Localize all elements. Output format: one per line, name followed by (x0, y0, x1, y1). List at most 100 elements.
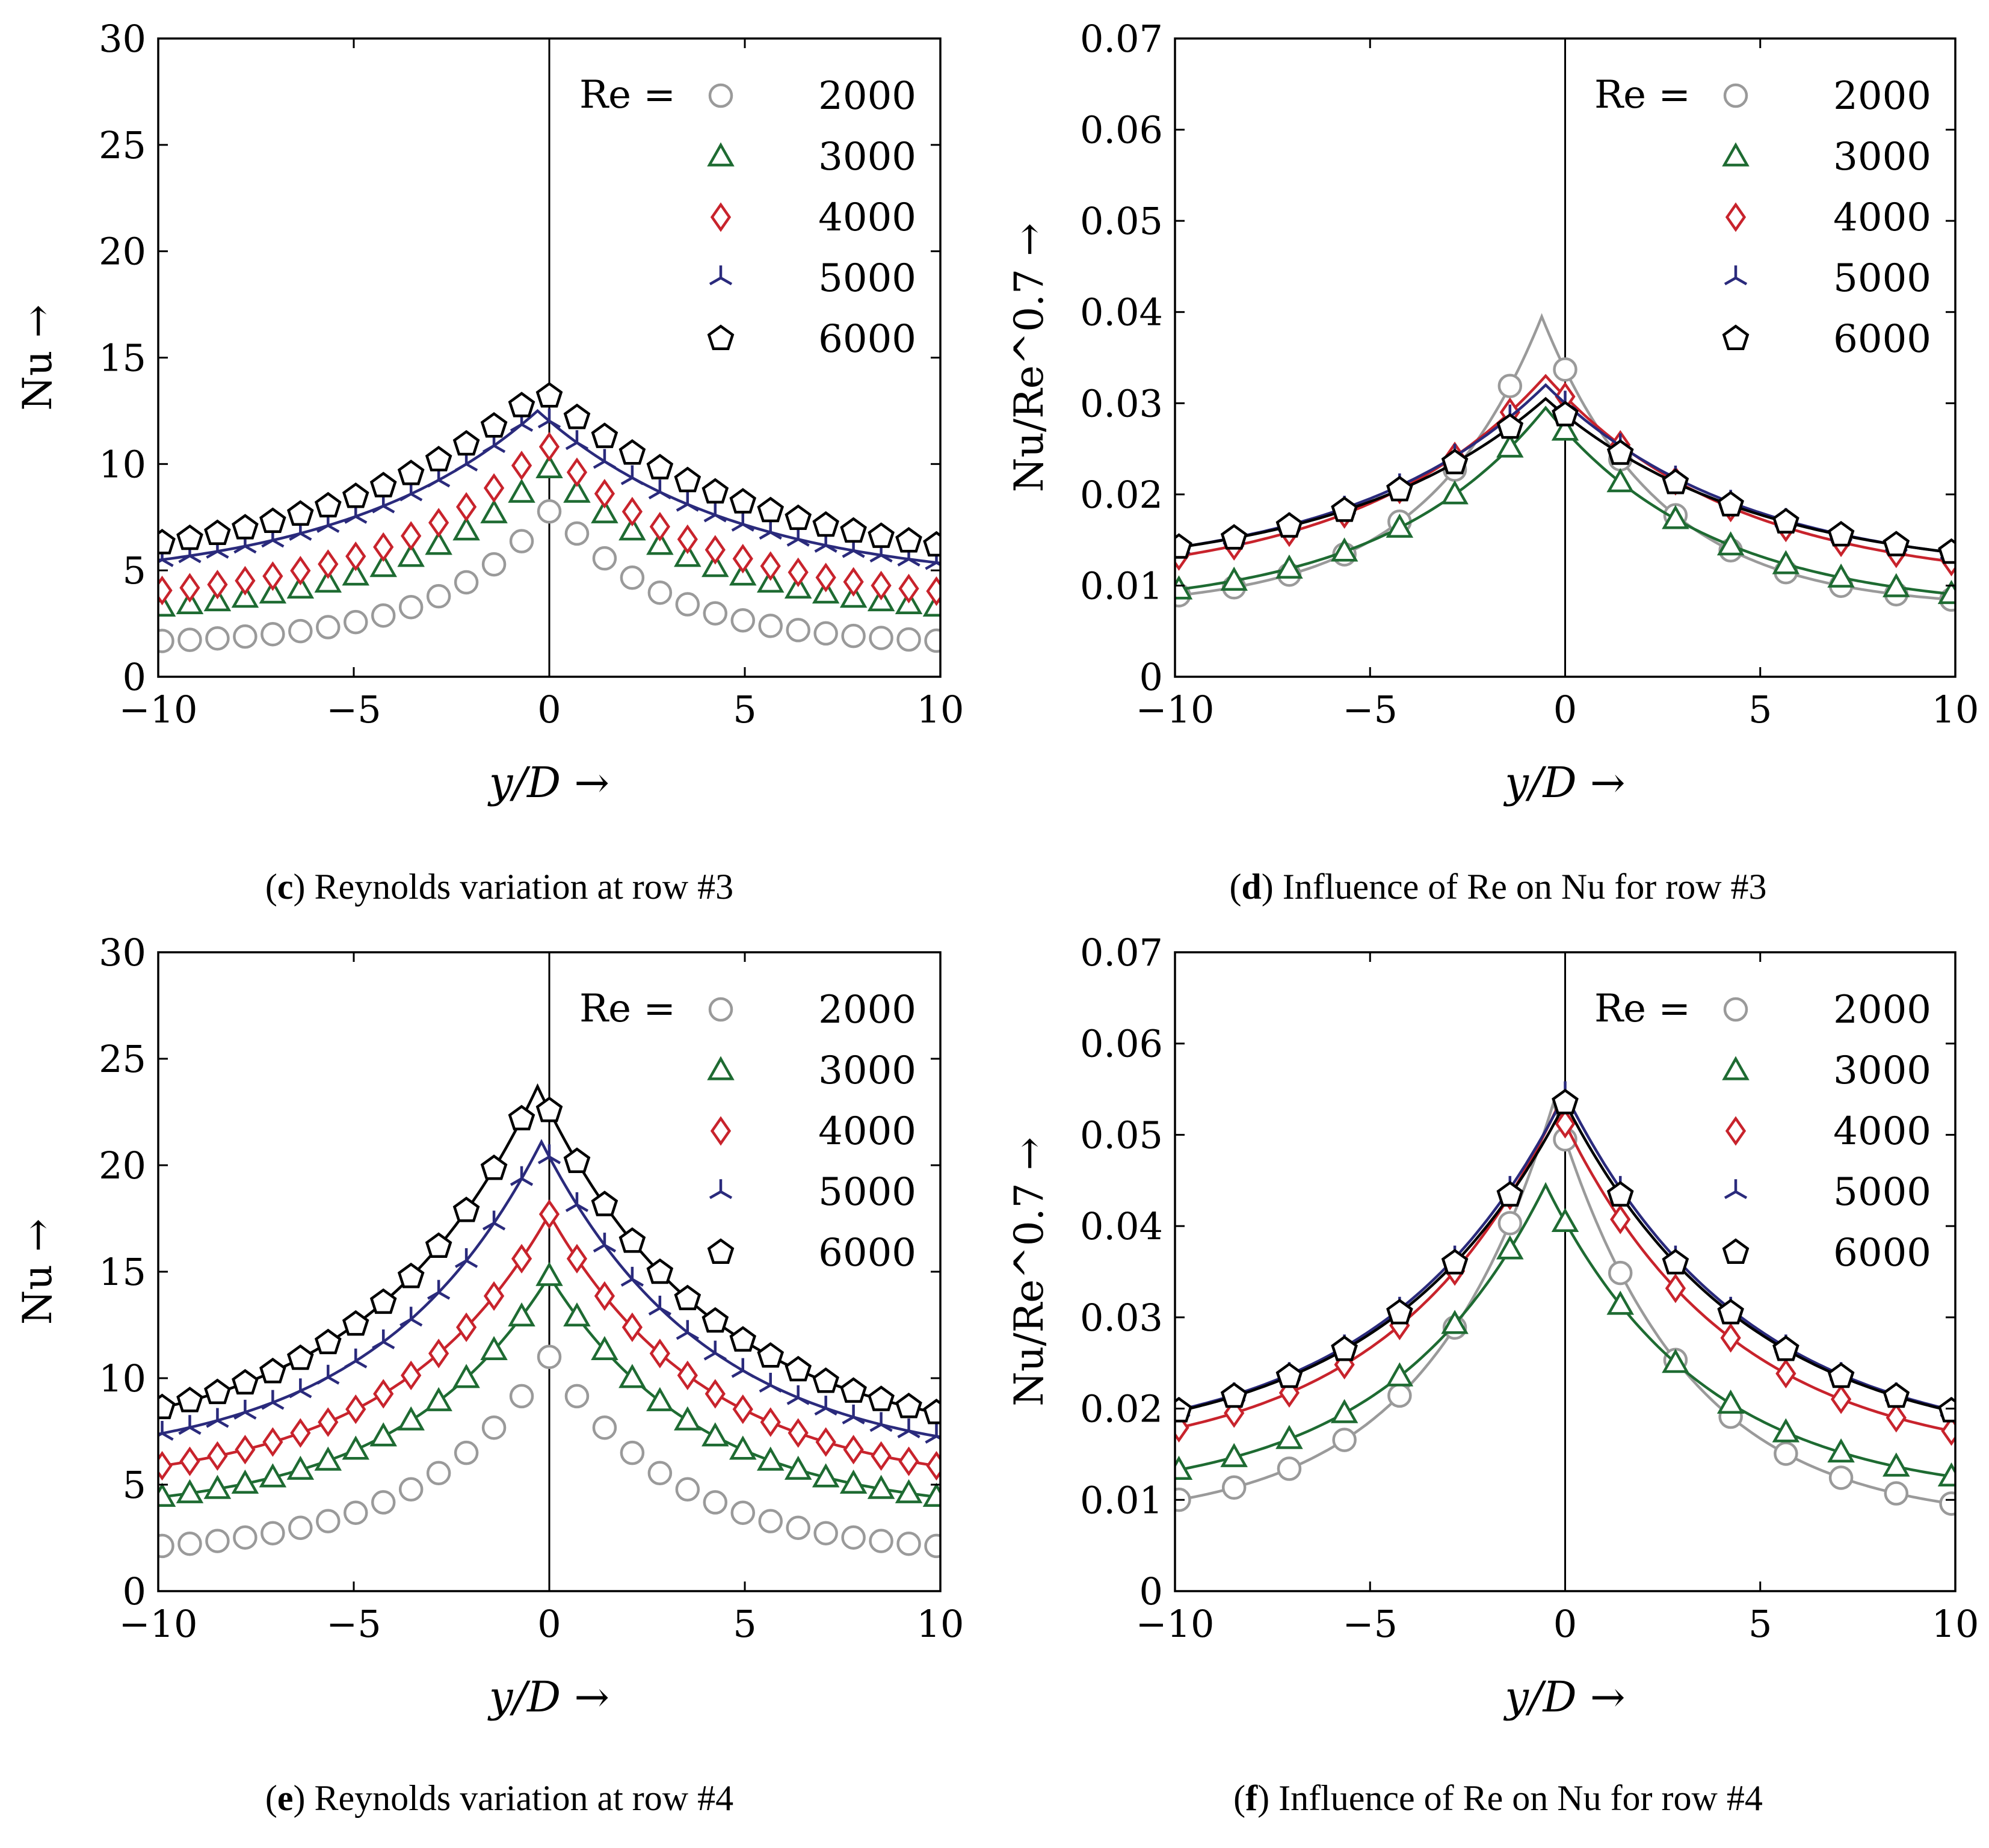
caption-text: Influence of Re on Nu for row #4 (1269, 1778, 1763, 1818)
data-point-re-4000 (538, 431, 560, 462)
data-point-re-2000 (1884, 1481, 1909, 1506)
data-point-re-5000 (731, 511, 754, 532)
data-point-re-6000 (729, 1326, 757, 1352)
data-point-re-6000 (1662, 468, 1689, 494)
y-tick-label: 0.06 (1080, 108, 1163, 152)
data-point-re-3000 (286, 574, 315, 599)
data-point-re-6000 (176, 1387, 203, 1412)
data-point-re-2000 (564, 1384, 590, 1409)
data-point-re-2000 (620, 1440, 645, 1465)
data-point-re-5000 (372, 1329, 395, 1349)
data-point-re-3000 (1883, 1452, 1910, 1477)
data-point-re-2000 (1221, 1475, 1247, 1500)
data-point-re-2000 (786, 1515, 810, 1541)
data-point-re-3000 (1606, 1290, 1634, 1315)
data-point-re-6000 (535, 382, 563, 408)
data-point-re-6000 (1496, 413, 1524, 439)
x-tick-label: 0 (1553, 1602, 1577, 1646)
legend-label-re-4000: 4000 (1833, 1109, 1931, 1154)
legend-marker-re-4000 (710, 1116, 732, 1146)
data-point-re-3000 (1827, 563, 1855, 588)
data-point-re-4000 (262, 1427, 283, 1457)
data-point-re-6000 (868, 522, 895, 548)
data-point-re-3000 (369, 1422, 397, 1447)
data-point-re-2000 (1828, 1465, 1854, 1490)
series-group (158, 382, 940, 653)
data-point-re-6000 (1717, 491, 1744, 517)
data-point-re-2000 (233, 624, 257, 649)
caption-text: Reynolds variation at row #3 (305, 867, 734, 907)
data-point-re-2000 (158, 1533, 174, 1559)
data-point-re-4000 (290, 555, 311, 586)
data-point-re-5000 (399, 1307, 423, 1327)
legend-label-re-4000: 4000 (818, 196, 916, 240)
data-point-re-6000 (508, 392, 535, 417)
data-point-re-3000 (452, 1364, 480, 1388)
x-tick-label: 10 (1932, 688, 1979, 732)
data-point-re-4000 (705, 1379, 726, 1409)
data-point-re-6000 (1275, 1362, 1303, 1388)
series-group (1175, 313, 1955, 612)
data-point-re-4000 (1610, 1204, 1631, 1234)
legend-label-re-6000: 6000 (1833, 317, 1931, 362)
data-point-re-3000 (397, 543, 425, 567)
legend-label-re-6000: 6000 (818, 317, 916, 362)
data-point-re-3000 (729, 561, 757, 586)
data-point-re-4000 (566, 1243, 588, 1274)
data-point-re-3000 (674, 1406, 702, 1431)
legend-label-re-4000: 4000 (1833, 196, 1931, 240)
data-point-re-2000 (675, 1477, 700, 1502)
data-point-re-6000 (480, 1154, 508, 1180)
data-point-re-6000 (895, 527, 922, 553)
data-point-re-4000 (621, 1312, 643, 1343)
data-point-re-4000 (788, 1418, 809, 1448)
data-point-re-4000 (207, 570, 228, 600)
data-point-re-3000 (812, 1463, 840, 1488)
data-point-re-3000 (618, 516, 646, 541)
data-point-re-4000 (318, 1407, 339, 1437)
data-point-re-3000 (342, 561, 370, 586)
data-point-re-6000 (1938, 538, 1955, 564)
data-point-re-6000 (618, 1227, 646, 1253)
data-point-re-2000 (758, 1509, 783, 1533)
y-tick-label: 0 (1139, 655, 1163, 699)
legend-marker-re-5000 (709, 265, 733, 286)
data-point-re-3000 (646, 531, 674, 555)
data-point-re-6000 (1552, 401, 1579, 427)
data-point-re-4000 (566, 457, 588, 487)
data-point-re-3000 (1551, 1207, 1579, 1233)
legend-marker-re-3000 (1722, 142, 1750, 167)
y-tick-label: 15 (99, 336, 146, 380)
data-point-re-4000 (788, 557, 809, 587)
data-point-re-3000 (1937, 1462, 1955, 1487)
data-point-re-4000 (649, 511, 670, 542)
data-point-re-3000 (535, 1261, 563, 1286)
data-point-re-2000 (1608, 1260, 1633, 1286)
y-tick-label: 15 (99, 1250, 146, 1294)
x-tick-label: −5 (1343, 1602, 1398, 1646)
x-tick-label: −10 (1136, 688, 1215, 732)
data-point-re-2000 (924, 1533, 940, 1559)
x-tick-label: 5 (1748, 1602, 1772, 1646)
data-point-re-4000 (1886, 1403, 1907, 1433)
data-point-re-3000 (646, 1387, 674, 1411)
data-point-re-6000 (1220, 524, 1248, 550)
y-tick-label: 0.03 (1080, 381, 1163, 425)
data-point-re-3000 (1220, 1443, 1248, 1467)
data-point-re-2000 (786, 618, 810, 642)
data-point-re-5000 (565, 1192, 589, 1212)
data-point-re-3000 (314, 1446, 342, 1471)
data-point-re-6000 (757, 1342, 785, 1368)
data-point-re-6000 (480, 412, 508, 438)
x-tick-label: 5 (733, 1602, 756, 1646)
data-point-re-3000 (342, 1435, 370, 1460)
data-point-re-6000 (812, 511, 839, 537)
data-point-re-2000 (177, 1531, 202, 1556)
caption-letter: c (277, 867, 294, 907)
data-point-re-2000 (924, 628, 940, 653)
data-point-re-6000 (591, 1190, 618, 1216)
data-point-re-3000 (702, 1422, 729, 1447)
data-point-re-6000 (785, 504, 812, 530)
data-point-re-2000 (1774, 1441, 1798, 1466)
data-point-re-5000 (289, 1378, 312, 1399)
